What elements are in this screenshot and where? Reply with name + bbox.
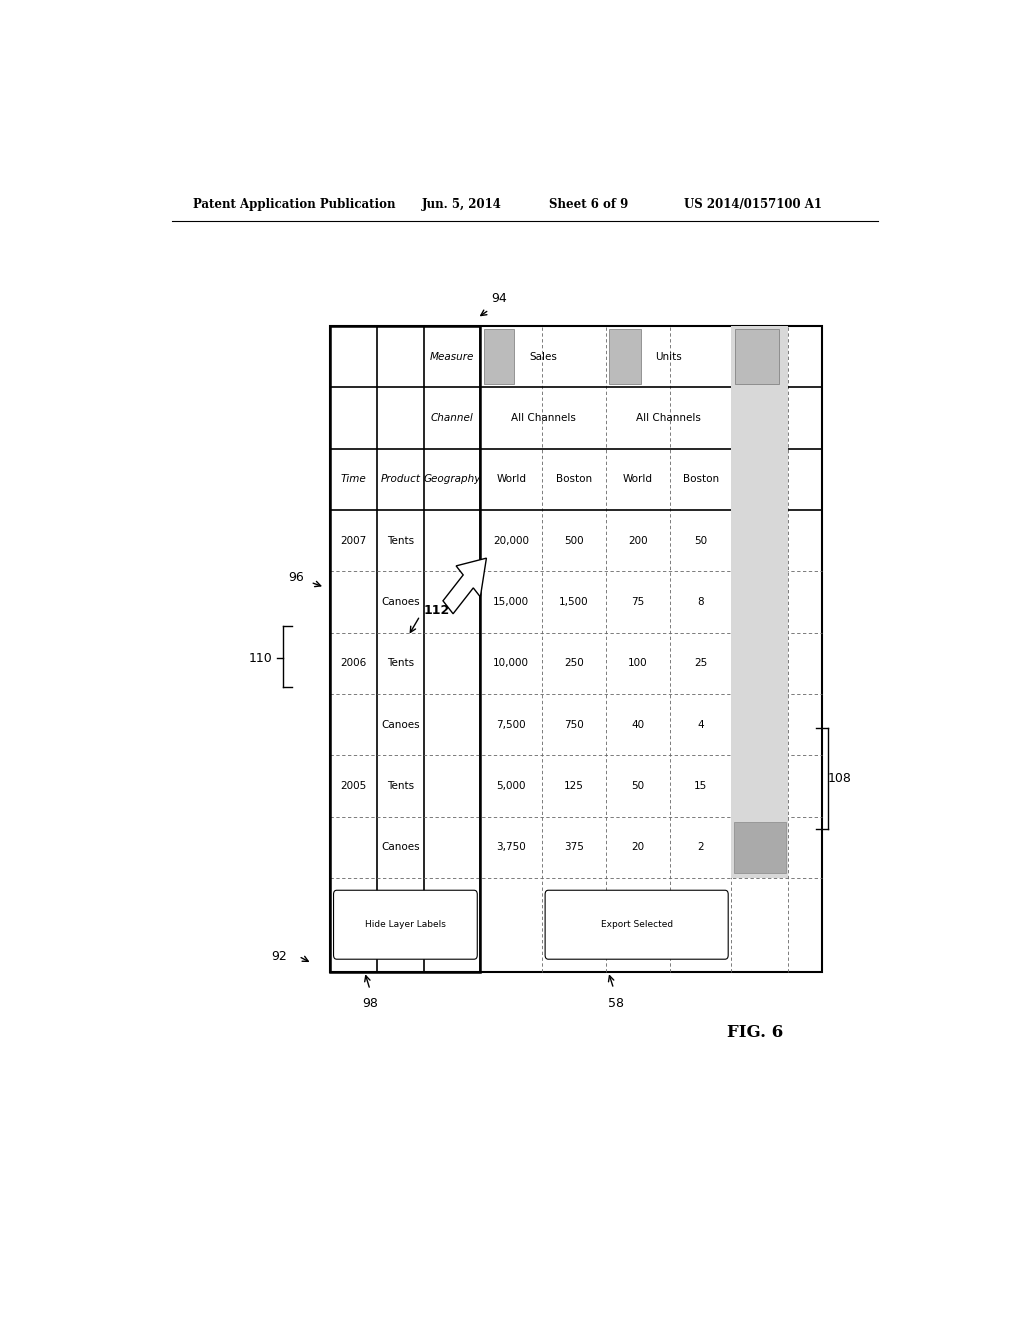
Text: 2005: 2005 (341, 781, 367, 791)
Text: 4: 4 (697, 719, 703, 730)
Text: 98: 98 (362, 997, 378, 1010)
Text: 58: 58 (608, 997, 624, 1010)
Text: Export Selected: Export Selected (601, 920, 673, 929)
Bar (734, 329, 779, 384)
Polygon shape (443, 558, 486, 614)
Text: All Channels: All Channels (511, 413, 575, 424)
Text: Tents: Tents (387, 781, 414, 791)
Text: 750: 750 (564, 719, 584, 730)
Text: 2: 2 (697, 842, 703, 853)
Text: 2007: 2007 (341, 536, 367, 545)
Text: Tents: Tents (387, 536, 414, 545)
Text: Canoes: Canoes (381, 719, 420, 730)
Text: Sales: Sales (529, 351, 557, 362)
Text: World: World (623, 474, 653, 484)
Text: 108: 108 (828, 772, 852, 785)
FancyBboxPatch shape (334, 890, 477, 960)
Text: Tents: Tents (387, 659, 414, 668)
Text: Boston: Boston (556, 474, 592, 484)
Text: Time: Time (341, 474, 367, 484)
Text: 92: 92 (271, 950, 287, 962)
Text: 112: 112 (424, 605, 451, 618)
Text: All Channels: All Channels (636, 413, 701, 424)
Text: 2006: 2006 (341, 659, 367, 668)
Text: 15,000: 15,000 (494, 597, 529, 607)
Text: Canoes: Canoes (381, 842, 420, 853)
Text: Geography: Geography (424, 474, 481, 484)
Text: 50: 50 (694, 536, 708, 545)
Text: Patent Application Publication: Patent Application Publication (194, 198, 395, 211)
Text: Product: Product (381, 474, 421, 484)
Text: 10,000: 10,000 (494, 659, 529, 668)
Text: 1,500: 1,500 (559, 597, 589, 607)
Text: Boston: Boston (683, 474, 719, 484)
Text: 375: 375 (564, 842, 584, 853)
Text: Sheet 6 of 9: Sheet 6 of 9 (549, 198, 628, 211)
Bar (734, 822, 785, 873)
Text: 20,000: 20,000 (494, 536, 529, 545)
FancyBboxPatch shape (545, 890, 728, 960)
Text: 125: 125 (564, 781, 584, 791)
Text: 96: 96 (289, 570, 304, 583)
Bar (609, 329, 641, 384)
Bar (483, 329, 514, 384)
Text: 50: 50 (632, 781, 644, 791)
Bar (331, 326, 480, 972)
Text: Canoes: Canoes (381, 597, 420, 607)
Text: 15: 15 (694, 781, 708, 791)
Text: 5,000: 5,000 (497, 781, 526, 791)
Text: Channel: Channel (431, 413, 473, 424)
Text: World: World (497, 474, 526, 484)
Text: 25: 25 (694, 659, 708, 668)
Text: 8: 8 (697, 597, 703, 607)
Text: US 2014/0157100 A1: US 2014/0157100 A1 (684, 198, 821, 211)
Text: 200: 200 (628, 536, 648, 545)
Bar (331, 326, 822, 972)
Text: 75: 75 (631, 597, 644, 607)
Text: 40: 40 (632, 719, 644, 730)
Text: 100: 100 (628, 659, 648, 668)
Text: 94: 94 (492, 292, 507, 305)
Text: FIG. 6: FIG. 6 (727, 1024, 783, 1041)
Text: 110: 110 (249, 652, 272, 665)
Bar (731, 326, 787, 878)
Text: 7,500: 7,500 (497, 719, 526, 730)
Text: Hide Layer Labels: Hide Layer Labels (365, 920, 445, 929)
Text: Units: Units (655, 351, 682, 362)
Text: 3,750: 3,750 (497, 842, 526, 853)
Text: 500: 500 (564, 536, 584, 545)
Text: Measure: Measure (430, 351, 474, 362)
Text: Jun. 5, 2014: Jun. 5, 2014 (422, 198, 502, 211)
Text: 250: 250 (564, 659, 584, 668)
Text: 20: 20 (632, 842, 644, 853)
